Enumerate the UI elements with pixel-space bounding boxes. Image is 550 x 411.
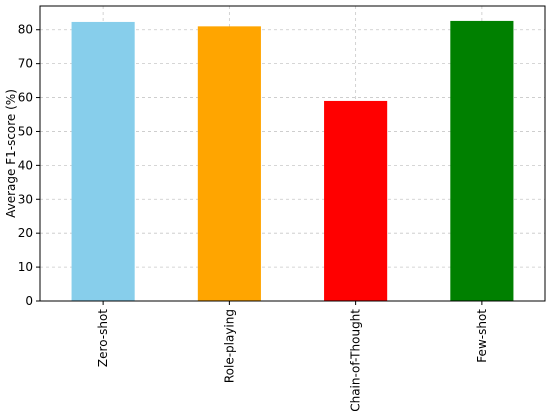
axes: 0 10 20 30 40 50 60 70 80 Zero-shot Role-playing Ch… — [18, 5, 546, 411]
y-tick-label: 20 — [18, 226, 33, 240]
y-tick-label: 30 — [18, 192, 33, 206]
y-axis-title: Average F1-score (%) — [4, 89, 18, 218]
plot-frame — [39, 5, 546, 302]
x-tick-label: Few-shot — [475, 309, 489, 363]
bar-few-shot — [450, 20, 514, 301]
y-tick-label: 50 — [18, 124, 33, 138]
y-tick-label: 40 — [18, 158, 33, 172]
x-tick-label: Chain-of-Thought — [349, 309, 363, 411]
bar-role-playing — [197, 26, 261, 302]
y-tick-label: 60 — [18, 91, 33, 105]
x-tick-label: Role-playing — [222, 309, 236, 383]
x-tick-label: Zero-shot — [96, 309, 110, 367]
bars — [71, 20, 514, 302]
y-tick-label: 0 — [25, 294, 33, 308]
y-tick-label: 70 — [18, 57, 33, 71]
bar-chain-of-thought — [324, 100, 388, 301]
y-tick-label: 80 — [18, 23, 33, 37]
y-tick-label: 10 — [18, 260, 33, 274]
bar-zero-shot — [71, 21, 135, 302]
